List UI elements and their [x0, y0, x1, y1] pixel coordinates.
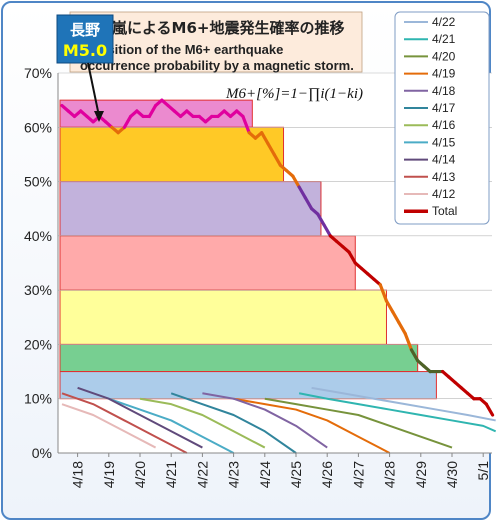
badge-arrow-head — [94, 111, 104, 122]
x-tick-label: 4/25 — [288, 461, 304, 488]
total-segment — [303, 196, 314, 211]
x-tick-label: 4/27 — [350, 461, 366, 488]
x-tick-label: 4/24 — [257, 461, 273, 488]
legend-label: 4/19 — [432, 67, 456, 81]
total-segment — [484, 402, 495, 417]
y-tick-label: 0% — [32, 445, 52, 461]
y-tick-label: 50% — [24, 174, 52, 190]
total-segment — [122, 114, 133, 129]
y-tick-label: 40% — [24, 228, 52, 244]
x-tick-label: 4/26 — [319, 461, 335, 488]
series-line-4-13 — [61, 392, 188, 454]
x-tick-label: 4/30 — [444, 461, 460, 488]
band-3 — [59, 235, 356, 291]
legend-label: Total — [432, 204, 457, 218]
total-segment — [272, 152, 282, 167]
legend-label: 4/13 — [432, 170, 456, 184]
legend-label: 4/14 — [432, 153, 456, 167]
x-tick-label: 4/23 — [226, 461, 242, 488]
legend-label: 4/16 — [432, 118, 456, 132]
band-4 — [59, 289, 387, 345]
chart-subtitle-line1: Transition of the M6+ earthquake — [80, 42, 283, 57]
y-tick-label: 70% — [24, 65, 52, 81]
series-line-4-20 — [264, 397, 453, 449]
series-line-4-12 — [61, 403, 157, 449]
formula-label: M6+[%]=1−∏i(1−ki) — [225, 86, 363, 102]
total-segment — [384, 299, 395, 314]
total-segment — [403, 331, 414, 352]
component-series — [61, 386, 496, 454]
badge-arrow-line — [87, 62, 100, 117]
series-line-4-15 — [108, 397, 235, 454]
series-line-4-22 — [311, 386, 496, 422]
event-badge: 長野 M5.0 — [56, 14, 114, 122]
total-segment — [260, 131, 270, 146]
total-series — [60, 98, 495, 417]
legend-label: 4/22 — [432, 15, 456, 29]
total-segment — [297, 185, 307, 200]
badge-magnitude: M5.0 — [63, 41, 107, 60]
y-tick-label: 60% — [24, 119, 52, 135]
badge-location: 長野 — [70, 21, 100, 39]
total-segment — [378, 283, 389, 303]
legend-label: 4/12 — [432, 187, 456, 201]
x-tick-label: 4/20 — [132, 461, 148, 488]
series-line-4-17 — [170, 392, 297, 454]
total-segment — [241, 114, 251, 135]
series-line-4-21 — [298, 392, 496, 433]
total-segment — [266, 141, 276, 157]
legend-label: 4/17 — [432, 101, 456, 115]
x-tick-label: 4/29 — [413, 461, 429, 488]
band-1 — [59, 126, 285, 183]
x-tick-label: 4/22 — [194, 461, 210, 488]
band-2 — [59, 181, 322, 237]
x-tick-label: 5/1 — [475, 461, 491, 481]
legend-label: 4/18 — [432, 84, 456, 98]
total-segment — [291, 174, 301, 189]
series-line-4-16 — [139, 397, 266, 449]
legend-box — [394, 11, 490, 225]
total-segment — [409, 348, 420, 363]
y-axis: 0% 10% 20% 30% 40% 50% 60% 70% — [24, 65, 59, 461]
legend-label: 4/21 — [432, 32, 456, 46]
band-5 — [59, 343, 419, 373]
y-tick-label: 30% — [24, 282, 52, 298]
series-line-4-18 — [202, 392, 328, 449]
legend-label: 4/15 — [432, 135, 456, 149]
legend-label: 4/20 — [432, 49, 456, 63]
y-tick-label: 20% — [24, 336, 52, 352]
x-axis: 4/18 4/19 4/20 4/21 4/22 4/23 4/24 4/25 4/26 4/27… — [58, 452, 492, 488]
legend: 4/22 4/21 4/20 4/19 4/18 4/17 4/16 4/15 4/14 4/13… — [394, 11, 490, 225]
x-tick-label: 4/28 — [382, 461, 398, 488]
legend-items: 4/22 4/21 4/20 4/19 4/18 4/17 4/16 4/15 4/14 4/13… — [404, 15, 457, 218]
total-segment — [397, 321, 407, 336]
probability-bands — [58, 73, 492, 453]
series-line-4-19 — [233, 397, 391, 454]
series-line-4-14 — [77, 386, 203, 449]
chart-title: 磁気嵐によるM6+地震発生確率の推移 — [82, 19, 344, 37]
chart-subtitle-line2: occurrence probability by a magnetic sto… — [80, 58, 354, 73]
x-tick-label: 4/18 — [70, 461, 86, 488]
title-background — [69, 11, 363, 73]
total-segment — [347, 250, 357, 265]
x-tick-label: 4/21 — [163, 461, 179, 488]
badge-background — [56, 14, 114, 64]
title-box: 磁気嵐によるM6+地震発生確率の推移 Transition of the M6+… — [69, 11, 363, 73]
x-tick-label: 4/19 — [101, 461, 117, 488]
band-6 — [59, 371, 437, 400]
total-segment — [322, 223, 332, 238]
total-segment — [147, 103, 158, 119]
total-segment — [316, 212, 326, 227]
total-segment — [391, 310, 401, 325]
y-tick-label: 10% — [24, 391, 52, 407]
